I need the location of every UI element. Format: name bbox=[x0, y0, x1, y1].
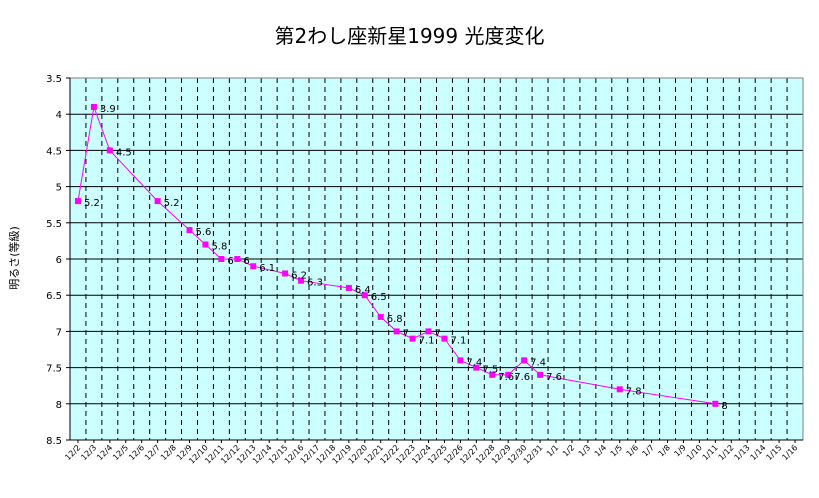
data-point bbox=[616, 386, 623, 393]
y-tick-labels: 3.5 4 4.5 5 5.5 6 6.5 7 7.5 8 8.5 bbox=[46, 74, 70, 447]
data-point bbox=[712, 400, 719, 407]
data-point bbox=[345, 284, 352, 291]
x-tick-label: 12/2 bbox=[63, 443, 82, 462]
data-label: 6.3 bbox=[307, 278, 323, 289]
x-tick-label: 1/3 bbox=[577, 443, 592, 458]
data-label: 7.6 bbox=[498, 372, 514, 383]
data-point bbox=[298, 277, 305, 284]
x-tick-label: 1/7 bbox=[641, 443, 656, 458]
data-point bbox=[361, 292, 368, 299]
y-tick-label: 6 bbox=[56, 255, 62, 266]
data-point bbox=[521, 357, 528, 364]
data-point bbox=[218, 256, 225, 262]
data-point bbox=[90, 103, 97, 110]
y-tick-label: 4 bbox=[56, 110, 62, 121]
data-point bbox=[377, 313, 384, 320]
y-tick-label: 7 bbox=[56, 327, 62, 338]
data-point bbox=[409, 335, 416, 342]
x-tick-label: 12/5 bbox=[111, 443, 130, 462]
data-label: 7.6 bbox=[514, 372, 530, 383]
data-label: 6.1 bbox=[259, 263, 275, 274]
x-tick-labels: 12/212/312/412/512/612/712/812/912/1012/… bbox=[63, 440, 799, 466]
data-label: 7.1 bbox=[450, 336, 466, 347]
y-tick-label: 5 bbox=[56, 183, 62, 194]
data-point bbox=[202, 241, 209, 248]
data-point bbox=[425, 328, 432, 335]
x-tick-label: 1/4 bbox=[593, 443, 608, 458]
x-tick-label: 12/4 bbox=[95, 443, 114, 462]
data-point bbox=[489, 371, 496, 378]
x-tick-label: 1/11 bbox=[701, 443, 720, 462]
y-tick-label: 8.5 bbox=[46, 436, 62, 447]
data-labels: 5.23.94.55.25.65.86 66.16.26.36.46.56.877… bbox=[84, 104, 728, 412]
x-tick-label: 1/16 bbox=[780, 443, 799, 462]
data-point bbox=[234, 256, 241, 262]
x-tick-label: 1/1 bbox=[545, 443, 560, 458]
x-tick-label: 1/12 bbox=[717, 443, 736, 462]
x-tick-label: 1/10 bbox=[685, 443, 704, 462]
x-tick-label: 12/3 bbox=[79, 443, 98, 462]
data-point bbox=[106, 147, 113, 154]
data-label: 6 bbox=[243, 256, 249, 267]
y-tick-label: 7.5 bbox=[46, 364, 62, 375]
data-point bbox=[473, 364, 480, 371]
data-label: 8 bbox=[721, 401, 727, 412]
data-label: 7.4 bbox=[466, 357, 482, 368]
data-label: 4.5 bbox=[116, 147, 132, 158]
x-tick-label: 1/2 bbox=[561, 443, 576, 458]
x-tick-label: 1/6 bbox=[625, 443, 640, 458]
data-point bbox=[457, 357, 464, 364]
data-label: 5.2 bbox=[164, 198, 180, 209]
data-label: 5.6 bbox=[196, 227, 212, 238]
data-point bbox=[74, 198, 81, 205]
y-tick-label: 8 bbox=[56, 400, 62, 411]
data-label: 7.8 bbox=[626, 386, 642, 397]
y-tick-label: 3.5 bbox=[46, 74, 62, 85]
x-tick-label: 1/14 bbox=[749, 443, 768, 462]
data-point bbox=[537, 371, 544, 378]
data-label: 7 bbox=[435, 328, 441, 339]
data-label: 3.9 bbox=[100, 104, 116, 115]
y-tick-label: 4.5 bbox=[46, 146, 62, 157]
data-label: 5.2 bbox=[84, 198, 100, 209]
data-label: 5.8 bbox=[211, 242, 227, 253]
data-label: 7.5 bbox=[482, 365, 498, 376]
y-tick-label: 6.5 bbox=[46, 291, 62, 302]
data-label: 6.5 bbox=[371, 292, 387, 303]
grid-lines bbox=[70, 78, 803, 440]
x-tick-label: 1/15 bbox=[764, 443, 783, 462]
data-point bbox=[505, 371, 512, 378]
x-tick-label: 12/7 bbox=[143, 443, 162, 462]
data-point bbox=[154, 198, 161, 205]
data-point bbox=[393, 328, 400, 335]
chart-title: 第2わし座新星1999 光度変化 bbox=[274, 24, 545, 48]
x-tick-label: 1/5 bbox=[609, 443, 624, 458]
x-tick-label: 1/13 bbox=[733, 443, 752, 462]
x-tick-label: 12/6 bbox=[127, 443, 146, 462]
data-points bbox=[74, 103, 719, 407]
x-tick-label: 1/8 bbox=[657, 443, 672, 458]
data-label: 6.4 bbox=[355, 285, 371, 296]
y-tick-label: 5.5 bbox=[46, 219, 62, 230]
data-point bbox=[441, 335, 448, 342]
data-label: 6.2 bbox=[291, 270, 307, 281]
data-label: 6 bbox=[227, 256, 233, 267]
data-label: 6.8 bbox=[387, 314, 403, 325]
data-label: 7 bbox=[403, 328, 409, 339]
data-point bbox=[250, 263, 257, 270]
data-point bbox=[186, 227, 193, 234]
data-point bbox=[282, 270, 289, 277]
data-label: 7.1 bbox=[419, 336, 435, 347]
data-label: 7.6 bbox=[546, 372, 562, 383]
data-label: 7.4 bbox=[530, 357, 546, 368]
x-tick-label: 12/8 bbox=[159, 443, 178, 462]
